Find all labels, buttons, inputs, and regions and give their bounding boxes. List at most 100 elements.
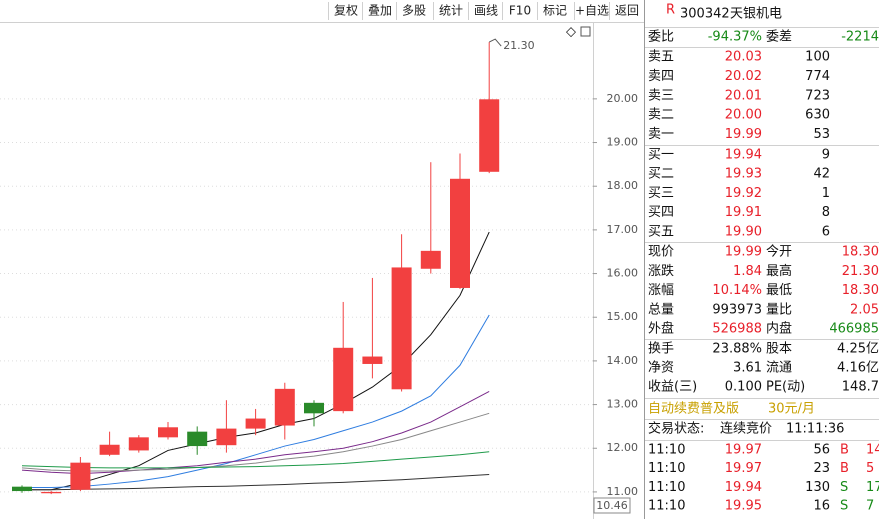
candle-body (158, 427, 178, 438)
order-label: 卖二 (648, 108, 674, 123)
order-volume: 630 (805, 108, 830, 123)
order-price: 19.92 (725, 186, 762, 201)
tick-side: B (840, 461, 849, 476)
label: 外盘 (648, 321, 674, 337)
tick-price: 19.97 (725, 443, 762, 458)
order-volume: 42 (813, 167, 830, 182)
tick-count: 14 (866, 443, 879, 458)
toolbar-button[interactable]: 多股 (402, 4, 426, 18)
order-volume: 723 (805, 88, 830, 103)
label: PE(动) (766, 380, 805, 395)
order-volume: 6 (822, 224, 830, 239)
label: 现价 (648, 245, 674, 260)
candle-body (333, 347, 354, 412)
order-label: 卖三 (648, 88, 674, 103)
tick-time: 11:10 (648, 443, 685, 458)
value: -94.37% (708, 30, 762, 45)
order-volume: 53 (813, 127, 830, 142)
tick-volume: 23 (813, 461, 830, 476)
order-label: 卖四 (648, 69, 674, 84)
order-price: 19.91 (725, 205, 762, 220)
toolbar-button[interactable]: 标记 (543, 4, 567, 18)
tick-price: 19.97 (725, 461, 762, 476)
label: 换手 (648, 342, 674, 357)
candle-body (391, 267, 412, 390)
label: 最高 (766, 263, 792, 279)
candle-body (99, 444, 120, 455)
candle-body (41, 491, 62, 494)
order-volume: 100 (805, 50, 830, 65)
order-volume: 1 (822, 186, 830, 201)
tick-count: 5 (866, 461, 874, 476)
value: 2.05 (850, 302, 879, 317)
toolbar-button[interactable]: 统计 (439, 4, 463, 18)
order-price: 20.00 (725, 108, 762, 123)
status-label: 交易状态: (648, 421, 704, 437)
toolbar-button[interactable]: 复权 (334, 4, 358, 18)
candle-body (245, 418, 266, 429)
candle-body (479, 99, 500, 172)
order-label: 买三 (648, 186, 674, 201)
y-tick-label: 20.00 (607, 92, 639, 105)
tick-time: 11:10 (648, 461, 685, 476)
order-price: 19.94 (725, 148, 762, 163)
toolbar-button[interactable]: +自选 (575, 4, 609, 18)
tick-volume: 16 (813, 499, 830, 514)
label: 收益(三) (648, 380, 697, 395)
tick-time: 11:10 (648, 480, 685, 495)
y-tick-label: 18.00 (607, 179, 639, 192)
y-tick-label: 16.00 (607, 267, 639, 280)
toolbar-button[interactable]: 叠加 (368, 4, 392, 18)
moving-average (21, 412, 490, 472)
tick-price: 19.94 (725, 480, 762, 495)
tick-side: S (840, 499, 848, 514)
value: 18.30 (842, 283, 879, 298)
order-volume: 8 (822, 205, 830, 220)
value: 4.25亿 (837, 342, 879, 357)
order-volume: 774 (805, 69, 830, 84)
tick-volume: 56 (813, 443, 830, 458)
toolbar-button[interactable]: F10 (509, 4, 531, 18)
max-label: 21.30 (503, 39, 535, 52)
order-label: 买四 (648, 205, 674, 220)
value: 21.30 (842, 264, 879, 279)
candle-body (70, 462, 91, 490)
value: -2214 (841, 30, 879, 45)
order-label: 买五 (648, 224, 674, 239)
icon-square[interactable] (580, 26, 591, 37)
cursor-label: 10.46 (596, 499, 628, 512)
badge: R (666, 3, 675, 18)
toolbar-button[interactable]: 画线 (474, 4, 498, 18)
value: 1.84 (733, 264, 762, 279)
promo-price[interactable]: 30元/月 (768, 402, 815, 417)
tick-side: S (840, 480, 848, 495)
label: 总量 (648, 302, 674, 317)
order-label: 买二 (648, 167, 674, 182)
order-label: 卖五 (648, 50, 674, 65)
value: 0.100 (725, 380, 762, 395)
icon-diamond[interactable]: ◇ (566, 25, 576, 40)
order-price: 20.03 (725, 50, 762, 65)
label: 内盘 (766, 321, 792, 337)
y-tick-label: 11.00 (607, 485, 639, 498)
y-tick-label: 12.00 (607, 441, 639, 454)
status-value: 连续竞价 (720, 421, 772, 437)
order-volume: 9 (822, 148, 830, 163)
panel-separators (645, 27, 879, 441)
candle-body (128, 437, 149, 451)
value: 466985 (829, 322, 879, 337)
value: 993973 (712, 302, 762, 317)
value: 19.99 (725, 245, 762, 260)
candle-body (450, 178, 470, 288)
candle-body (420, 250, 441, 269)
promo[interactable]: 自动续费普及版 (648, 402, 739, 417)
moving-average (21, 451, 490, 469)
candle-body (216, 428, 237, 446)
y-tick-label: 14.00 (607, 354, 639, 367)
value: 148.7 (842, 380, 879, 395)
stock-name: 天银机电 (730, 7, 782, 22)
order-price: 19.99 (725, 127, 762, 142)
order-price: 20.01 (725, 88, 762, 103)
toolbar-button[interactable]: 返回 (615, 4, 639, 18)
value: 18.30 (842, 245, 879, 260)
